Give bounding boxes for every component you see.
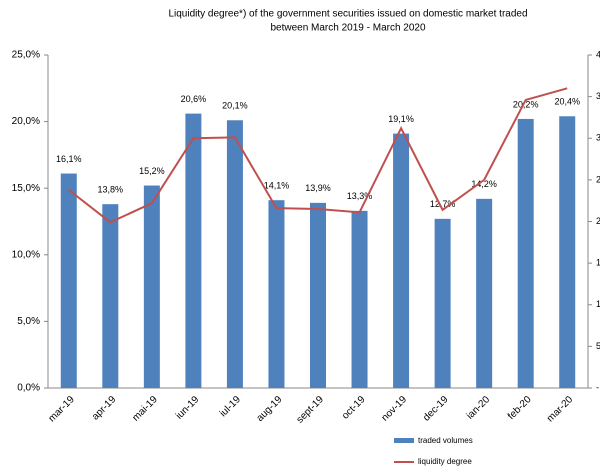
bar (226, 120, 243, 388)
bar (351, 210, 368, 388)
value-label: 20,4% (554, 97, 580, 107)
value-label: 14,1% (264, 181, 290, 191)
y-tick-label: 5,0% (17, 316, 40, 327)
y-tick-label: 15,0% (12, 183, 40, 194)
chart-title: Liquidity degree*) of the government sec… (168, 9, 527, 20)
legend-label: liquidity degree (418, 457, 472, 466)
x-tick-label: feb-20 (506, 394, 534, 422)
bar (517, 118, 534, 388)
y2-tick-label: 35 (596, 91, 600, 101)
chart-title: between March 2019 - March 2020 (270, 23, 426, 34)
bar (476, 198, 493, 388)
x-tick-label: oct-19 (340, 394, 368, 422)
y2-tick-label: 10 (596, 299, 600, 309)
x-tick-label: mar-19 (47, 394, 77, 424)
y2-tick-label: 40 (596, 49, 600, 59)
y-tick-label: 10,0% (12, 249, 40, 260)
value-label: 13,9% (305, 183, 331, 193)
value-label: 13,8% (98, 185, 124, 195)
y2-tick-label: 30 (596, 133, 600, 143)
value-label: 20,6% (181, 94, 207, 104)
x-tick-label: sept-19 (295, 394, 327, 426)
line (68, 87, 568, 224)
bar (559, 116, 576, 388)
y-tick-label: 0,0% (17, 383, 40, 394)
y2-tick-label: - (596, 382, 599, 392)
y2-tick-label: 5 (596, 341, 600, 351)
value-label: 15,2% (139, 166, 165, 176)
x-tick-label: mai-19 (130, 394, 160, 424)
y2-tick-label: 25 (596, 174, 600, 184)
x-tick-label: nov-19 (380, 394, 410, 424)
bar (310, 202, 326, 388)
bar (268, 200, 285, 388)
value-label: 16,1% (56, 154, 82, 164)
y-tick-label: 25,0% (12, 50, 40, 61)
y2-tick-label: 20 (596, 216, 600, 226)
x-tick-label: iun-19 (174, 394, 202, 422)
bar (434, 218, 451, 388)
bar (143, 185, 160, 388)
value-label: 13,3% (347, 191, 373, 201)
bar (393, 133, 410, 388)
bar (185, 113, 202, 388)
bar (102, 204, 119, 388)
legend-swatch (394, 438, 414, 443)
value-label: 14,2% (471, 179, 497, 189)
value-label: 12,7% (430, 199, 456, 209)
value-label: 20,1% (222, 101, 248, 111)
value-label: 20,2% (513, 99, 539, 109)
bar (60, 173, 77, 388)
x-tick-label: dec-19 (421, 394, 451, 424)
y2-tick-label: 15 (596, 258, 600, 268)
value-label: 19,1% (388, 114, 414, 124)
x-tick-label: mar-20 (545, 394, 575, 424)
y-tick-label: 20,0% (12, 116, 40, 127)
x-tick-label: apr-19 (90, 394, 119, 423)
legend-label: traded volumes (418, 436, 473, 445)
x-tick-label: ian-20 (465, 394, 493, 422)
x-tick-label: iul-19 (218, 394, 243, 419)
x-tick-label: aug-19 (255, 394, 285, 424)
